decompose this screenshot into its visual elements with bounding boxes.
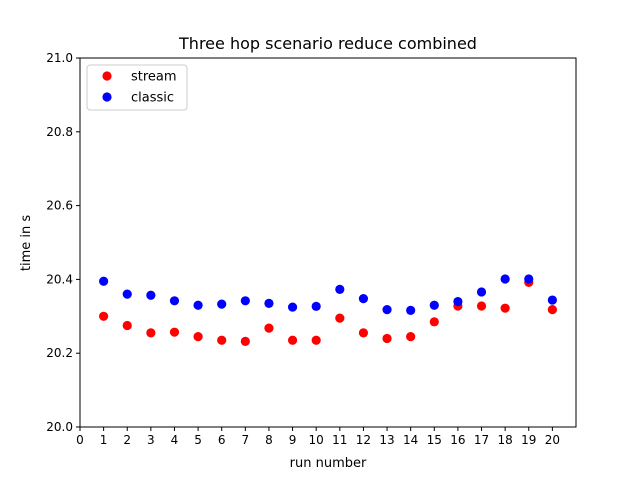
- y-tick-label: 20.6: [46, 199, 73, 213]
- legend-box: [86, 64, 188, 111]
- x-tick-label: 15: [427, 433, 442, 447]
- y-tick-label: 20.8: [46, 125, 73, 139]
- stream-point: [146, 328, 156, 338]
- classic-point: [358, 293, 369, 304]
- classic-point: [217, 299, 227, 309]
- axes-frame: [79, 57, 577, 428]
- stream-point: [264, 323, 274, 333]
- y-tick-label: 20.0: [46, 420, 73, 434]
- x-tick-label: 7: [242, 433, 250, 447]
- legend-marker-classic: [102, 92, 112, 102]
- classic-point: [524, 274, 534, 284]
- stream-point: [547, 305, 557, 315]
- x-tick-label: 20: [545, 433, 560, 447]
- classic-point: [406, 305, 416, 315]
- stream-point: [311, 335, 321, 345]
- x-tick-label: 17: [474, 433, 489, 447]
- y-axis-label: time in s: [19, 215, 34, 271]
- x-tick-label: 12: [356, 433, 371, 447]
- x-tick-label: 8: [265, 433, 273, 447]
- stream-point: [382, 333, 392, 344]
- legend-marker-stream: [102, 71, 112, 81]
- stream-point: [429, 317, 439, 327]
- y-axis: 20.0 20.2 20.4 20.6 20.8 21.0: [46, 51, 80, 434]
- classic-point: [429, 300, 439, 310]
- classic-point: [453, 296, 463, 307]
- x-tick-label: 16: [450, 433, 465, 447]
- stream-point: [99, 311, 109, 321]
- x-tick-label: 13: [379, 433, 394, 447]
- chart-title: Three hop scenario reduce combined: [178, 34, 477, 53]
- legend: stream classic: [86, 64, 188, 111]
- classic-point: [382, 305, 392, 315]
- x-tick-label: 3: [147, 433, 155, 447]
- stream-point: [169, 327, 180, 337]
- classic-point: [193, 300, 203, 310]
- stream-point: [358, 328, 369, 338]
- classic-point: [500, 274, 510, 284]
- classic-point: [169, 296, 180, 306]
- data-points: [99, 274, 557, 346]
- series-classic: [99, 274, 557, 315]
- x-tick-label: 0: [76, 433, 84, 447]
- stream-point: [287, 335, 298, 345]
- x-tick-label: 4: [171, 433, 179, 447]
- y-tick-label: 20.4: [46, 272, 73, 286]
- x-axis-label: run number: [290, 456, 367, 471]
- y-tick-label: 21.0: [46, 51, 73, 65]
- plot-area: [79, 57, 577, 428]
- x-tick-label: 19: [521, 433, 536, 447]
- series-stream: [99, 277, 557, 346]
- classic-point: [311, 301, 321, 311]
- x-tick-label: 9: [289, 433, 297, 447]
- stream-point: [335, 313, 345, 323]
- stream-point: [476, 301, 487, 311]
- classic-point: [264, 298, 274, 308]
- legend-label-stream: stream: [131, 70, 177, 85]
- classic-point: [547, 295, 557, 305]
- x-tick-label: 1: [100, 433, 108, 447]
- x-tick-label: 11: [332, 433, 347, 447]
- stream-point: [193, 331, 203, 342]
- x-axis: 0 1 2 3 4 5 6 7 8 9 10 11 12 13 14 15 16 17 18 19 20: [76, 427, 560, 447]
- x-tick-label: 5: [194, 433, 202, 447]
- legend-label-classic: classic: [131, 91, 174, 106]
- x-tick-label: 6: [218, 433, 226, 447]
- y-tick-label: 20.2: [46, 346, 73, 360]
- stream-point: [122, 320, 132, 331]
- classic-point: [122, 289, 132, 299]
- classic-point: [240, 296, 250, 306]
- classic-point: [146, 290, 156, 300]
- x-tick-label: 2: [123, 433, 131, 447]
- x-tick-label: 14: [403, 433, 418, 447]
- classic-point: [99, 276, 109, 286]
- stream-point: [217, 335, 227, 345]
- stream-point: [500, 303, 510, 313]
- x-tick-label: 10: [309, 433, 324, 447]
- x-tick-label: 18: [498, 433, 513, 447]
- stream-point: [406, 331, 416, 342]
- stream-point: [240, 336, 250, 346]
- classic-point: [335, 284, 345, 294]
- classic-point: [287, 302, 298, 312]
- classic-point: [476, 287, 487, 297]
